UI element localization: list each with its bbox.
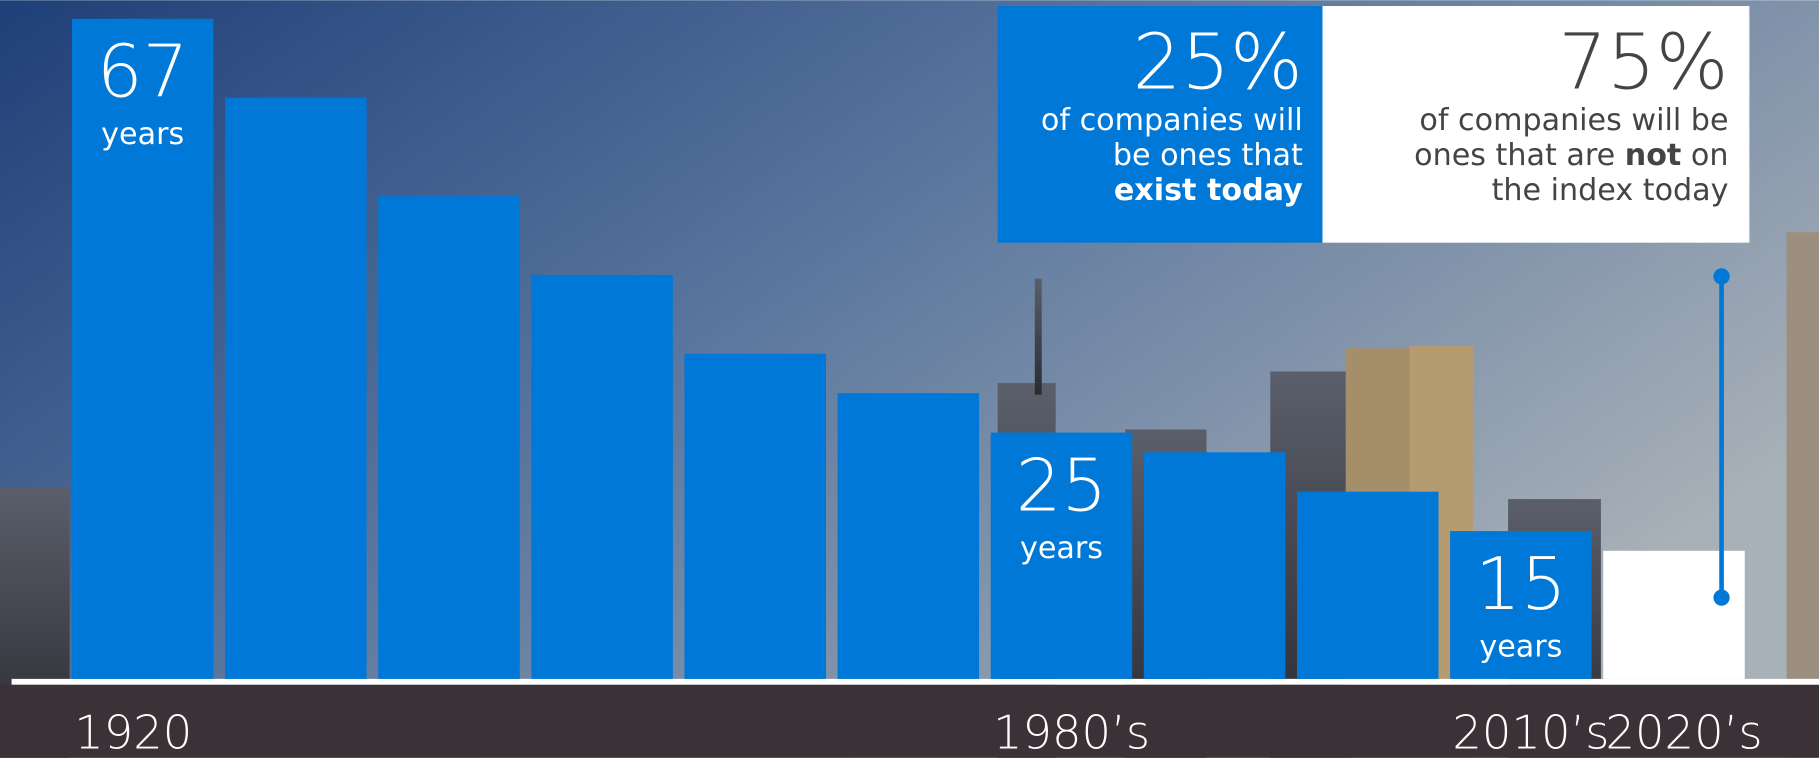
callout: 25% of companies will be ones that exist… (997, 6, 1750, 606)
x-tick-label: 2010’s (1452, 705, 1609, 758)
bar (531, 274, 673, 679)
callout-text: of companies will (1041, 103, 1303, 138)
connector-dot (1713, 589, 1730, 606)
x-tick-label: 2020’s (1606, 705, 1763, 758)
callout-text: on (1681, 138, 1728, 173)
callout-text: the index today (1492, 173, 1729, 208)
value-unit: years (1479, 629, 1562, 664)
callout-text: ones that are (1414, 138, 1625, 173)
bar (1450, 531, 1592, 679)
value-unit: years (1020, 531, 1103, 566)
bar (1296, 491, 1439, 679)
bar (1143, 452, 1286, 679)
callout-left-box (997, 6, 1323, 243)
value-label: 15 (1475, 542, 1567, 626)
bar (837, 393, 980, 679)
baseline (11, 678, 1819, 685)
value-label: 25 (1016, 443, 1107, 527)
callout-text: of companies will be (1419, 103, 1728, 138)
value-unit: years (101, 117, 184, 152)
bar (378, 196, 520, 679)
callout-text: exist today (1114, 173, 1303, 208)
bar (684, 353, 826, 679)
callout-text: be ones that (1113, 138, 1303, 173)
value-label: 67 (97, 30, 189, 114)
connector-dot (1713, 268, 1730, 285)
x-tick-label: 1980’s (993, 705, 1150, 758)
callout-text: not (1625, 138, 1682, 173)
callout-text: ones that are not on (1414, 138, 1728, 173)
bar (225, 97, 367, 679)
bar (71, 18, 214, 679)
callout-headline: 25% (1133, 18, 1303, 107)
callout-headline: 75% (1558, 18, 1728, 107)
x-tick-label: 1920 (74, 705, 192, 758)
bar (990, 432, 1133, 679)
callout-right-box (1322, 6, 1750, 243)
